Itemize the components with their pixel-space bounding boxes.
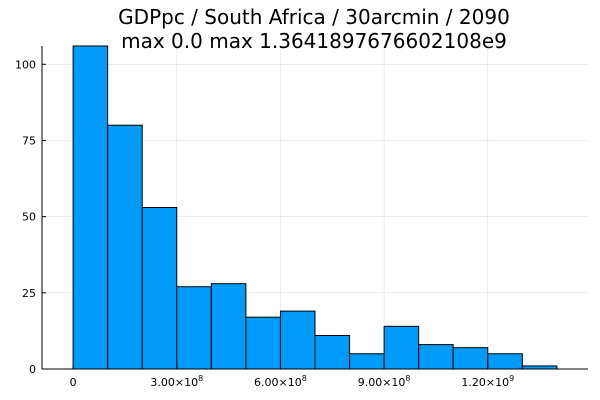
axes — [41, 46, 588, 370]
histogram-bar — [314, 334, 351, 370]
x-tick-label: 0 — [70, 376, 77, 389]
y-tick-label: 0 — [29, 363, 36, 376]
histogram-bar — [349, 353, 385, 370]
x-tick-label: 6.00×108 — [254, 374, 307, 389]
histogram-bar — [72, 45, 109, 370]
bars — [72, 45, 558, 370]
tick-labels: 0 25 50 75 100 0 3.00×108 6.00×108 9.00×108 1.20×… — [15, 58, 514, 389]
x-tick-label: 1.20×109 — [461, 374, 514, 389]
chart-title-line-2: max 0.0 max 1.3641897676602108e9 — [121, 29, 507, 53]
histogram-bar — [279, 310, 316, 370]
x-tick-label: 3.00×108 — [150, 374, 203, 389]
histogram-bar — [245, 316, 281, 370]
histogram-bar — [452, 347, 489, 370]
histogram-bar — [383, 325, 420, 370]
histogram-bar — [176, 286, 212, 370]
histogram-bar — [487, 353, 523, 370]
histogram-bar — [418, 344, 454, 370]
x-tick-label: 9.00×108 — [358, 374, 411, 389]
histogram-bar — [107, 124, 143, 370]
y-tick-label: 75 — [22, 134, 36, 147]
y-tick-label: 25 — [22, 287, 36, 300]
y-tick-label: 100 — [15, 58, 36, 71]
histogram-bar — [141, 207, 178, 370]
y-tick-label: 50 — [22, 211, 36, 224]
chart-title-line-1: GDPpc / South Africa / 30arcmin / 2090 — [118, 5, 510, 29]
histogram-bar — [210, 283, 247, 370]
